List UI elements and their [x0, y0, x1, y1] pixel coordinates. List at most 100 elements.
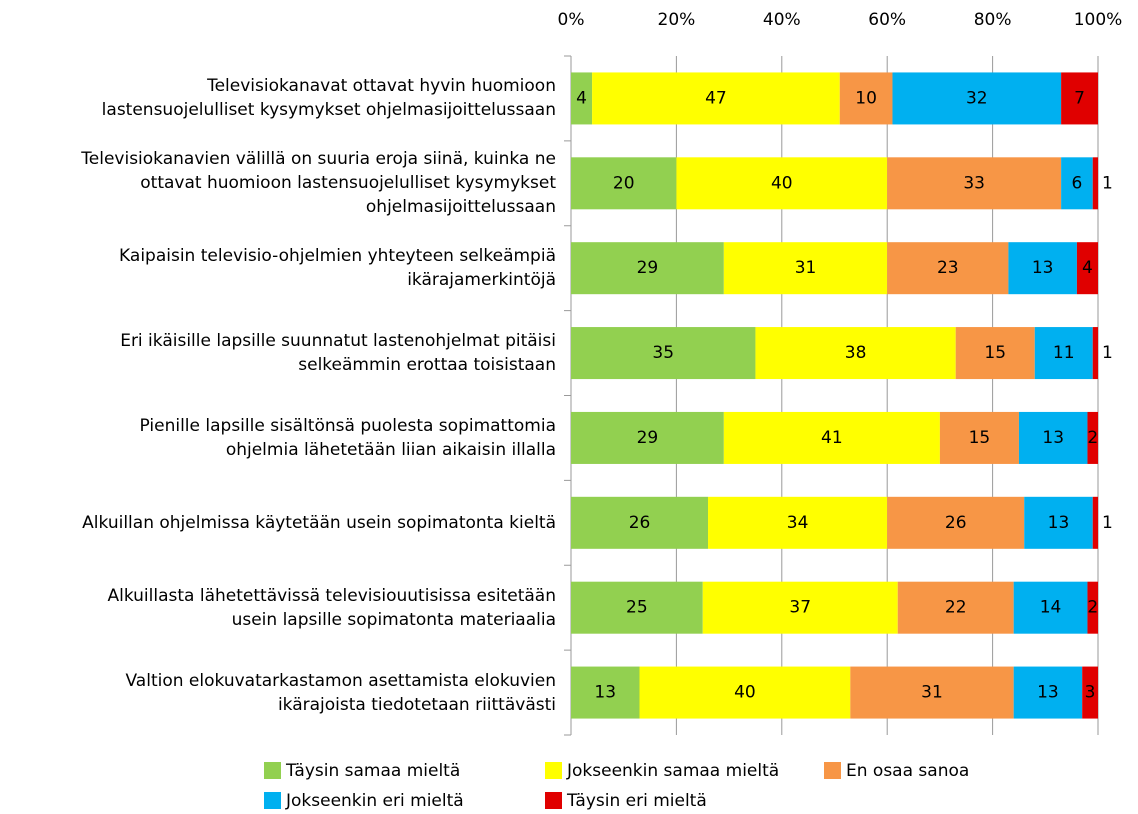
bar-segment	[708, 496, 888, 549]
bar-segment	[571, 496, 709, 549]
data-label: 14	[1040, 598, 1062, 618]
bar-segment	[676, 157, 888, 210]
bar-segment	[897, 581, 1014, 634]
data-label: 13	[1037, 683, 1059, 703]
bar-segment	[755, 327, 956, 380]
x-tick-label: 60%	[868, 10, 906, 30]
x-tick-label: 100%	[1074, 10, 1123, 30]
category-label: Televisiokanavat ottavat hyvin huomioon …	[101, 76, 556, 121]
legend-swatch	[824, 762, 841, 779]
data-label: 29	[637, 258, 659, 278]
data-label: 22	[945, 598, 967, 618]
bar-segment	[571, 72, 593, 125]
data-label: 2	[1087, 428, 1098, 448]
bar-segment	[955, 327, 1035, 380]
bar-segment	[571, 242, 724, 295]
data-label: 34	[787, 513, 809, 533]
category-label: Valtion elokuvatarkastamon asettamista e…	[125, 670, 557, 715]
data-label: 1	[1102, 343, 1113, 363]
legend-label: Täysin eri mieltä	[566, 791, 707, 811]
data-label: 41	[821, 428, 843, 448]
bar-segment	[1092, 157, 1098, 210]
category-label: Alkuillasta lähetettävissä televisiouuti…	[107, 585, 556, 630]
bar-segment	[702, 581, 898, 634]
bar-segment	[592, 72, 840, 125]
data-label: 13	[594, 683, 616, 703]
data-label: 20	[613, 173, 635, 193]
bar-segment	[571, 411, 724, 464]
x-tick-label: 0%	[558, 10, 585, 30]
data-label: 25	[626, 598, 648, 618]
bar-segment	[571, 581, 703, 634]
data-label: 31	[921, 683, 943, 703]
data-label: 15	[984, 343, 1006, 363]
data-label: 37	[789, 598, 811, 618]
category-label: Eri ikäisille lapsille suunnatut lasteno…	[120, 331, 556, 376]
data-label: 4	[576, 88, 587, 108]
bar-segment	[1061, 72, 1098, 125]
bar-segment	[887, 242, 1009, 295]
data-label: 29	[637, 428, 659, 448]
bar-segment	[571, 157, 677, 210]
bar-segment	[1092, 327, 1098, 380]
data-label: 26	[629, 513, 651, 533]
legend-label: Jokseenkin eri mieltä	[285, 791, 464, 811]
category-label: Alkuillan ohjelmissa käytetään usein sop…	[82, 512, 556, 533]
legend-swatch	[264, 792, 281, 809]
data-label: 7	[1074, 88, 1085, 108]
legend-swatch	[545, 762, 562, 779]
legend-label: En osaa sanoa	[846, 761, 969, 781]
data-label: 38	[845, 343, 867, 363]
data-label: 13	[1048, 513, 1070, 533]
legend-swatch	[545, 792, 562, 809]
data-label: 23	[937, 258, 959, 278]
bar-segment	[1024, 496, 1093, 549]
data-label: 1	[1102, 173, 1113, 193]
bar-segment	[571, 327, 756, 380]
data-label: 1	[1102, 513, 1113, 533]
bar-segment	[887, 496, 1025, 549]
data-label: 40	[734, 683, 756, 703]
data-label: 31	[795, 258, 817, 278]
bar-segment	[1018, 411, 1088, 464]
data-label: 13	[1042, 428, 1064, 448]
bar-segment	[839, 72, 893, 125]
x-tick-label: 20%	[658, 10, 696, 30]
data-label: 33	[963, 173, 985, 193]
data-label: 10	[855, 88, 877, 108]
data-label: 6	[1072, 173, 1083, 193]
bar-segment	[1013, 666, 1083, 719]
data-label: 4	[1082, 258, 1093, 278]
data-label: 15	[969, 428, 991, 448]
category-label: Pienille lapsille sisältönsä puolesta so…	[139, 415, 556, 460]
bar-segment	[850, 666, 1014, 719]
x-tick-label: 80%	[974, 10, 1012, 30]
data-label: 35	[652, 343, 674, 363]
bar-segment	[1092, 496, 1098, 549]
bar-segment	[1087, 411, 1098, 464]
bar-segment	[1087, 581, 1098, 634]
data-label: 2	[1087, 598, 1098, 618]
data-label: 40	[771, 173, 793, 193]
category-label: Televisiokanavien välillä on suuria eroj…	[81, 149, 556, 218]
data-label: 11	[1053, 343, 1075, 363]
bar-segment	[723, 242, 888, 295]
bar-segment	[1008, 242, 1077, 295]
data-label: 32	[966, 88, 988, 108]
bar-segment	[723, 411, 940, 464]
bar-segment	[939, 411, 1019, 464]
legend-label: Täysin samaa mieltä	[285, 761, 460, 781]
bar-segment	[1013, 581, 1088, 634]
bar-segment	[639, 666, 851, 719]
legend-label: Jokseenkin samaa mieltä	[566, 761, 779, 781]
bar-segment	[571, 666, 640, 719]
bar-segment	[1082, 666, 1098, 719]
bar-segment	[1034, 327, 1093, 380]
data-label: 13	[1032, 258, 1054, 278]
bar-segment	[1076, 242, 1098, 295]
data-label: 47	[705, 88, 727, 108]
bar-segment	[892, 72, 1062, 125]
data-label: 26	[945, 513, 967, 533]
